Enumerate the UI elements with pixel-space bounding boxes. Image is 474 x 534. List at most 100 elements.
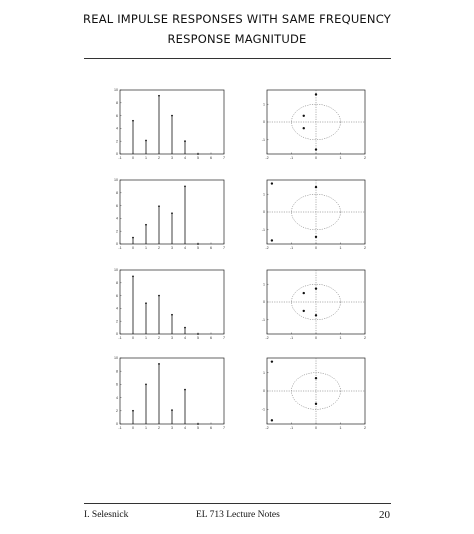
unit-circle (291, 103, 341, 141)
y-tick-label: 0 (116, 152, 118, 156)
zero-marker (270, 419, 274, 422)
x-tick-label: 3 (171, 336, 173, 340)
stem-marker (184, 140, 186, 143)
y-tick-label: 0 (263, 300, 265, 304)
stem-marker (184, 326, 186, 329)
stem-marker (132, 409, 134, 412)
stem-marker (171, 409, 173, 412)
x-tick-label: 7 (223, 426, 225, 430)
footer-author: I. Selesnick (84, 510, 129, 520)
zero-marker (314, 314, 318, 317)
zero-marker (270, 360, 274, 363)
unit-circle (291, 283, 341, 321)
y-tick-label: 2 (116, 409, 118, 413)
footer-page-number: 20 (379, 509, 390, 521)
x-tick-label: 2 (158, 246, 160, 250)
x-tick-label: 1 (340, 246, 342, 250)
zero-marker (302, 114, 305, 117)
y-tick-label: 10 (114, 178, 118, 182)
y-tick-label: 0 (116, 332, 118, 336)
x-tick-label: 5 (197, 156, 199, 160)
x-tick-label: -1 (118, 156, 121, 160)
x-tick-label: 3 (171, 156, 173, 160)
y-tick-label: 6 (116, 114, 118, 118)
stem-marker (132, 275, 134, 278)
y-tick-label: 1 (263, 282, 265, 286)
x-tick-label: -2 (265, 426, 268, 430)
stem-marker (145, 223, 147, 226)
stem-marker (145, 383, 147, 386)
y-tick-label: 0 (263, 210, 265, 214)
x-tick-label: 6 (210, 246, 212, 250)
x-tick-label: 0 (132, 426, 134, 430)
zero-marker (314, 287, 318, 290)
x-tick-label: 7 (223, 246, 225, 250)
x-tick-label: 2 (364, 426, 366, 430)
x-tick-label: -1 (290, 156, 293, 160)
x-tick-label: 3 (171, 426, 173, 430)
x-tick-label: 2 (158, 336, 160, 340)
x-tick-label: 0 (315, 156, 317, 160)
x-tick-label: 3 (171, 246, 173, 250)
x-tick-label: 5 (197, 426, 199, 430)
zero-marker (314, 185, 318, 189)
y-tick-label: 0 (263, 389, 265, 393)
stem-marker (171, 313, 173, 316)
y-tick-label: 8 (116, 369, 118, 373)
stem-marker (197, 153, 199, 155)
y-tick-label: 1 (263, 371, 265, 375)
x-tick-label: 0 (315, 336, 317, 340)
pole-zero-plot-4: -2 -1 0 1 2 -1 0 1 (262, 357, 366, 430)
x-tick-label: 2 (364, 156, 366, 160)
y-tick-label: 10 (114, 88, 118, 92)
x-tick-label: 2 (158, 156, 160, 160)
x-tick-label: -1 (118, 426, 121, 430)
x-tick-label: 6 (210, 426, 212, 430)
x-tick-label: -1 (290, 426, 293, 430)
x-tick-label: -2 (265, 246, 268, 250)
stem-marker (158, 294, 160, 297)
y-tick-label: 2 (116, 139, 118, 143)
y-tick-label: 4 (116, 307, 118, 311)
x-tick-label: 4 (184, 246, 186, 250)
x-tick-label: 1 (340, 336, 342, 340)
stem-marker (158, 205, 160, 208)
stem-marker (184, 388, 186, 391)
stem-marker (145, 139, 147, 142)
y-tick-label: 6 (116, 383, 118, 387)
stem-marker (197, 423, 199, 425)
y-tick-label: 4 (116, 127, 118, 131)
zero-marker (270, 239, 274, 242)
x-tick-label: 6 (210, 336, 212, 340)
page-title-line-1: REAL IMPULSE RESPONSES WITH SAME FREQUEN… (83, 12, 391, 26)
y-tick-label: -1 (262, 138, 265, 142)
zero-marker (302, 291, 305, 295)
x-tick-label: -2 (265, 336, 268, 340)
x-tick-label: 7 (223, 336, 225, 340)
x-tick-label: 4 (184, 336, 186, 340)
y-tick-label: 0 (263, 120, 265, 124)
header-rule (84, 58, 391, 59)
stem-marker (197, 243, 199, 245)
x-tick-label: 0 (132, 246, 134, 250)
x-tick-label: 2 (364, 336, 366, 340)
pole-zero-plot-2: -2 -1 0 1 2 -1 0 1 (262, 179, 366, 250)
y-tick-label: 2 (116, 229, 118, 233)
zero-marker (314, 148, 318, 151)
y-tick-label: 8 (116, 281, 118, 285)
page-title-line-2: RESPONSE MAGNITUDE (167, 32, 307, 46)
y-tick-label: 2 (116, 319, 118, 323)
y-tick-label: 1 (263, 192, 265, 196)
x-tick-label: 0 (132, 156, 134, 160)
stem-marker (132, 119, 134, 122)
x-tick-label: -2 (265, 156, 268, 160)
x-tick-label: 4 (184, 156, 186, 160)
zero-marker (302, 127, 305, 130)
x-tick-label: 7 (223, 156, 225, 160)
pole-zero-plot-3: -2 -1 0 1 2 -1 0 1 (262, 269, 366, 340)
zero-marker (314, 93, 318, 96)
zero-marker (314, 402, 318, 406)
